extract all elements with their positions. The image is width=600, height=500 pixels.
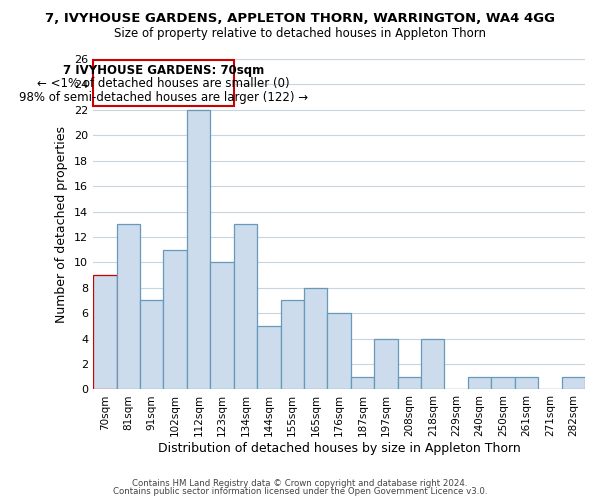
FancyBboxPatch shape xyxy=(93,60,233,106)
Bar xyxy=(468,376,491,390)
Bar xyxy=(351,376,374,390)
Text: ← <1% of detached houses are smaller (0): ← <1% of detached houses are smaller (0) xyxy=(37,77,290,90)
Bar xyxy=(210,262,233,390)
Bar xyxy=(257,326,281,390)
Bar xyxy=(421,338,445,390)
Bar xyxy=(116,224,140,390)
Bar xyxy=(491,376,515,390)
Text: Contains HM Land Registry data © Crown copyright and database right 2024.: Contains HM Land Registry data © Crown c… xyxy=(132,478,468,488)
Bar xyxy=(304,288,328,390)
Bar xyxy=(140,300,163,390)
Bar xyxy=(233,224,257,390)
Y-axis label: Number of detached properties: Number of detached properties xyxy=(55,126,68,322)
Bar xyxy=(93,275,116,390)
Bar xyxy=(281,300,304,390)
Text: Contains public sector information licensed under the Open Government Licence v3: Contains public sector information licen… xyxy=(113,487,487,496)
Text: Size of property relative to detached houses in Appleton Thorn: Size of property relative to detached ho… xyxy=(114,28,486,40)
Bar xyxy=(163,250,187,390)
Text: 98% of semi-detached houses are larger (122) →: 98% of semi-detached houses are larger (… xyxy=(19,91,308,104)
Bar xyxy=(515,376,538,390)
Bar xyxy=(562,376,585,390)
Bar xyxy=(328,313,351,390)
Bar xyxy=(398,376,421,390)
Text: 7 IVYHOUSE GARDENS: 70sqm: 7 IVYHOUSE GARDENS: 70sqm xyxy=(63,64,264,77)
Text: 7, IVYHOUSE GARDENS, APPLETON THORN, WARRINGTON, WA4 4GG: 7, IVYHOUSE GARDENS, APPLETON THORN, WAR… xyxy=(45,12,555,26)
Bar xyxy=(187,110,210,390)
Bar xyxy=(374,338,398,390)
X-axis label: Distribution of detached houses by size in Appleton Thorn: Distribution of detached houses by size … xyxy=(158,442,520,455)
